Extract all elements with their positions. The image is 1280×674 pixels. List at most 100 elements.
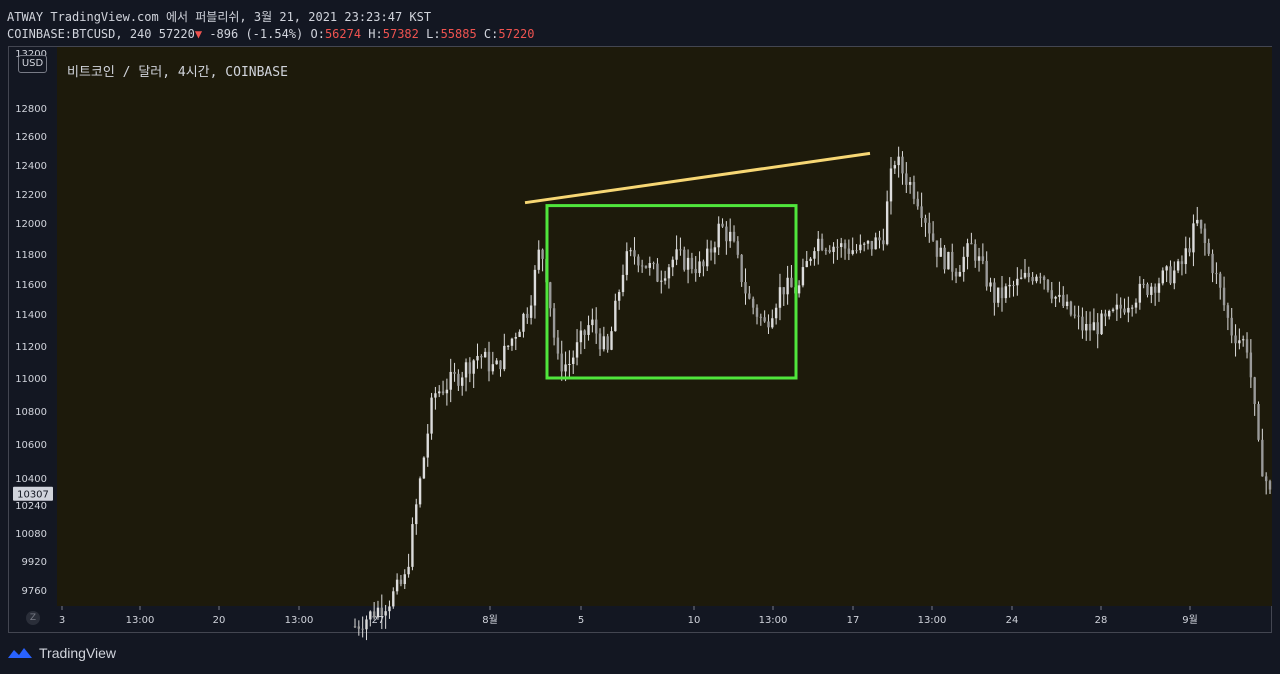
y-tick-label: 11800 [15, 250, 47, 261]
candle-body [993, 282, 996, 303]
candle-body [1142, 283, 1145, 285]
candle-body [464, 362, 468, 378]
candle-body [778, 287, 782, 308]
y-tick-label: 11200 [15, 342, 47, 353]
candle-body [449, 371, 452, 390]
open-label: O: [310, 27, 325, 41]
candle-body [962, 256, 965, 272]
candle-body [602, 336, 606, 350]
y-tick-label: 10600 [15, 440, 47, 451]
candle-body [981, 256, 985, 261]
candle-body [1065, 301, 1069, 307]
candle-body [698, 261, 701, 274]
candle-body [648, 263, 651, 268]
candle-body [625, 251, 629, 275]
candle-body [901, 156, 904, 174]
candle-body [1264, 476, 1268, 482]
candle-body [1257, 403, 1260, 440]
candle-body [556, 337, 560, 354]
high-value: 57382 [382, 27, 419, 41]
candle-body [472, 360, 475, 374]
candle-body [579, 330, 583, 343]
candle-body [1146, 284, 1149, 295]
candle-body [1173, 270, 1176, 284]
candle-body [996, 287, 1000, 303]
candle-body [1207, 243, 1210, 254]
candle-body [499, 360, 502, 370]
candle-body [1016, 278, 1019, 286]
candle-body [1019, 277, 1023, 279]
high-label: H: [368, 27, 383, 41]
candle-body [1203, 228, 1207, 244]
currency-button[interactable]: USD [18, 55, 47, 73]
candle-body [1176, 261, 1180, 271]
candle-body [1092, 322, 1096, 331]
candle-body [1050, 290, 1053, 299]
candle-body [1192, 223, 1195, 253]
range-box [545, 204, 798, 380]
candle-body [882, 240, 885, 245]
candle-body [491, 364, 495, 372]
candle-body [974, 244, 977, 261]
x-tick-label: 13:00 [126, 615, 155, 626]
candle-body [943, 247, 946, 270]
candle-body [614, 300, 617, 332]
candle-body [568, 364, 571, 366]
candle-body [357, 626, 361, 629]
candle-body [675, 249, 678, 260]
candle-body [1184, 248, 1187, 265]
candle-body [1081, 316, 1084, 331]
candle-body [713, 247, 717, 253]
candle-body [476, 355, 479, 361]
price-marker-bg [13, 486, 53, 501]
candle-body [1023, 272, 1027, 278]
candle-body [786, 277, 789, 295]
candle-body [702, 261, 705, 267]
x-tick-label: 13:00 [918, 615, 947, 626]
candle-body [1111, 309, 1115, 311]
candle-body [893, 165, 897, 169]
candle-body [1035, 276, 1038, 282]
candle-body [828, 250, 831, 253]
candle-body [1180, 261, 1184, 265]
candle-body [587, 325, 590, 335]
y-tick-label: 12200 [15, 190, 47, 201]
candle-body [958, 271, 962, 277]
candle-body [820, 238, 824, 250]
candle-body [728, 231, 732, 242]
candle-body [637, 256, 640, 266]
y-tick-label: 11400 [15, 310, 47, 321]
candle-body [1134, 302, 1138, 308]
candle-body [767, 321, 770, 328]
candle-body [1000, 287, 1004, 299]
candle-body [598, 333, 602, 350]
zoom-button[interactable]: Z [26, 611, 40, 625]
candle-body [656, 263, 659, 282]
candle-body [721, 223, 724, 227]
candle-body [970, 243, 973, 245]
candle-body [564, 364, 567, 372]
candle-body [878, 237, 881, 241]
candle-body [468, 362, 472, 374]
price-change: -896 (-1.54%) [209, 27, 304, 41]
candle-body [966, 243, 969, 257]
candle-body [782, 287, 785, 295]
candle-body [1196, 219, 1199, 224]
candle-body [709, 248, 713, 253]
candle-body [1042, 276, 1046, 280]
candle-body [862, 243, 866, 245]
y-tick-label: 9760 [22, 586, 47, 597]
candle-body [840, 243, 843, 247]
candle-body [1004, 286, 1008, 299]
plot-area [57, 47, 1272, 606]
brand-footer[interactable]: TradingView [7, 645, 116, 661]
candle-body [870, 240, 874, 250]
candle-body [1012, 284, 1015, 286]
candle-body [1096, 322, 1099, 335]
candle-body [441, 391, 445, 394]
candle-body [989, 282, 992, 287]
candle-body [415, 504, 418, 525]
candle-body [533, 269, 537, 306]
candle-body [1268, 481, 1272, 490]
